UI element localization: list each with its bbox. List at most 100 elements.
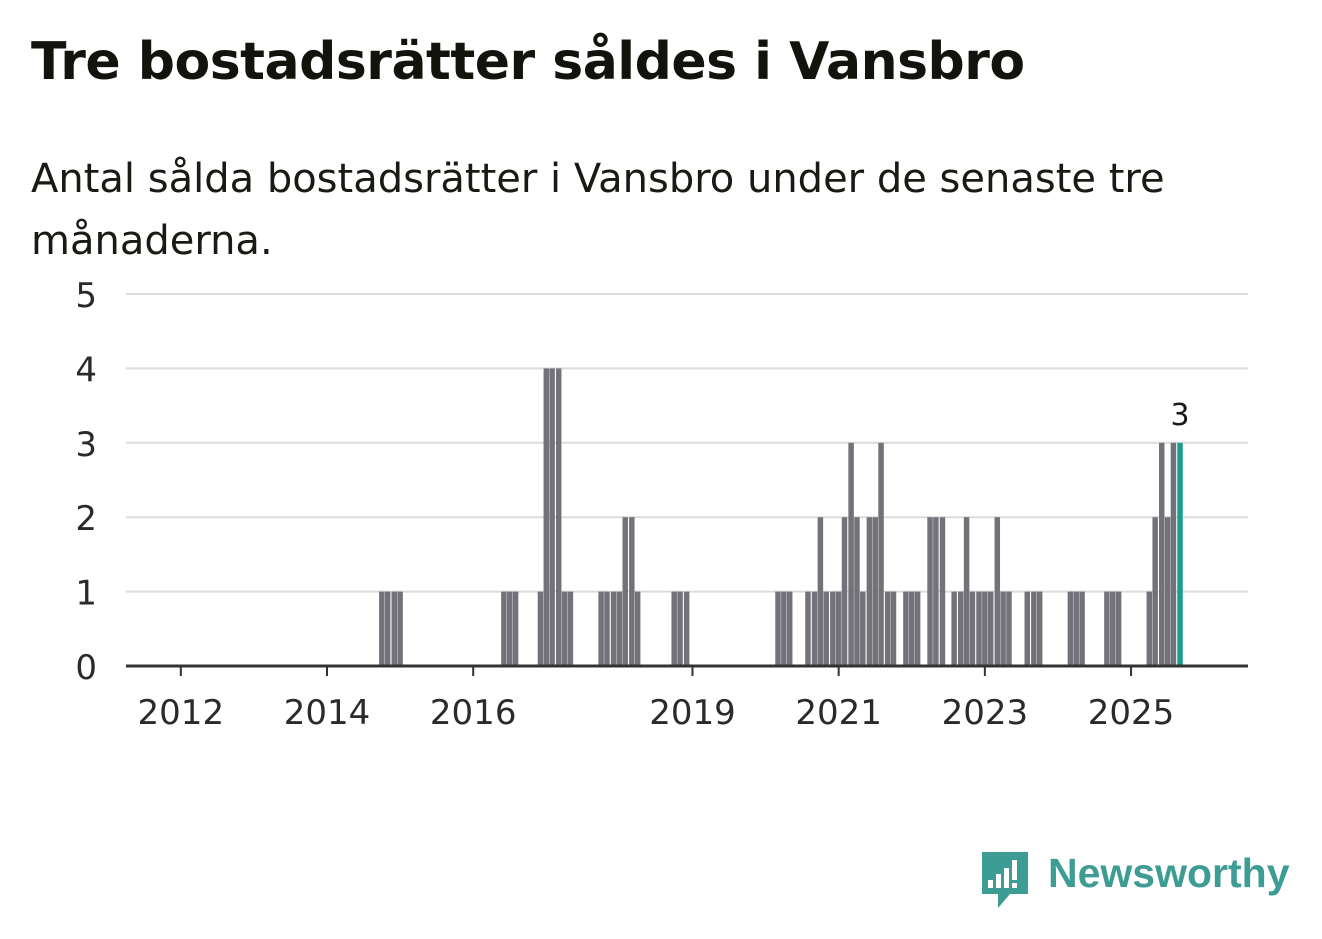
bar [1104,591,1110,666]
bar [561,591,568,666]
bar [866,517,873,666]
x-axis-ticks: 2012 2014 2016 2019 2021 2023 2025 [138,666,1175,733]
bar [982,591,988,666]
y-tick-label: 3 [75,425,97,465]
bar [927,517,933,666]
bar [384,591,391,666]
bars [379,368,1183,666]
bar [1024,591,1030,666]
x-tick-label: 2019 [649,693,736,733]
logo-bar-4 [1012,860,1017,880]
bar [817,517,824,666]
bar [1152,517,1158,666]
data-labels: 3 [1170,398,1189,433]
bar [1079,591,1085,666]
bar [786,591,793,666]
x-tick-label: 2016 [430,693,517,733]
logo-bar-3 [1004,868,1009,888]
bar [555,368,562,666]
bar [1036,591,1043,666]
bar [969,591,976,666]
gridlines [126,293,1248,593]
bar [884,591,891,666]
chart-title: Tre bostadsrätter såldes i Vansbro [31,32,1025,92]
bar [951,591,957,666]
y-tick-label: 0 [75,648,97,688]
bar [629,517,635,666]
bar [1115,591,1122,666]
bar [1110,591,1116,666]
bar [634,591,641,666]
bar [543,368,550,666]
bar [976,591,982,666]
bar [963,517,970,666]
bar [939,517,946,666]
bar [1170,442,1177,666]
x-tick-label: 2025 [1088,693,1175,733]
bar [933,517,939,666]
bar [1031,591,1037,666]
bar [507,591,513,666]
y-tick-label: 4 [75,350,97,390]
bar [805,591,811,666]
bar [841,517,848,666]
logo-bar-2 [996,874,1001,888]
bar [823,591,829,666]
bar [537,591,544,666]
bar [391,591,397,666]
bar [1073,591,1079,666]
y-tick-label: 1 [75,574,97,614]
bar [854,517,860,666]
newsworthy-logo-icon [982,852,1028,908]
bar [987,591,994,666]
bar [1146,591,1153,666]
logo-bar-1 [988,880,993,888]
bar [775,591,781,666]
x-tick-label: 2014 [284,693,371,733]
bar-chart: 0 1 2 3 4 5 3 2012 2014 2016 2019 2021 2023 2025 [75,276,1248,733]
bar [872,517,878,666]
newsworthy-logo: Newsworthy [980,848,1300,912]
bar [622,517,628,666]
bar [598,591,604,666]
logo-dot [1012,883,1017,888]
brand-name: Newsworthy [1048,850,1290,896]
bar [1006,591,1012,666]
y-axis-ticks: 0 1 2 3 4 5 [75,276,97,688]
bar [567,591,574,666]
bar [890,591,897,666]
bar [830,591,836,666]
bar [994,517,1001,666]
bar [903,591,909,666]
y-tick-label: 2 [75,499,97,539]
bar [909,591,915,666]
bar [835,591,842,666]
bar [604,591,610,666]
bar [677,591,683,666]
bar [848,442,854,666]
bar [512,591,519,666]
bar-highlight [1177,442,1183,666]
bar [1067,591,1074,666]
bar [616,591,623,666]
bar [781,591,787,666]
bar [878,442,884,666]
x-tick-label: 2023 [942,693,1029,733]
bar [914,591,921,666]
x-tick-label: 2012 [138,693,225,733]
bar [1000,591,1006,666]
bar [860,591,866,666]
bar [957,591,964,666]
chart-subtitle: Antal sålda bostadsrätter i Vansbro unde… [31,156,1165,264]
data-label: 3 [1170,398,1189,433]
bar [683,591,690,666]
bar [549,368,555,666]
bar [1164,517,1171,666]
bar [379,591,385,666]
bar [610,591,617,666]
bar [811,591,818,666]
x-tick-label: 2021 [795,693,882,733]
y-tick-label: 5 [75,276,97,316]
bar [397,591,403,666]
bar [501,591,507,666]
